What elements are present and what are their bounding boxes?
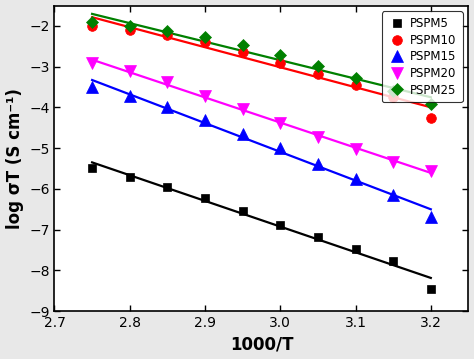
PSPM5 (428, 286, 434, 291)
PSPM5 (353, 247, 358, 251)
PSPM25 (164, 29, 170, 33)
Line: PSPM20: PSPM20 (87, 58, 437, 176)
Line: PSPM10: PSPM10 (87, 21, 436, 122)
PSPM5 (240, 209, 246, 213)
PSPM10 (164, 33, 170, 37)
Line: PSPM5: PSPM5 (88, 163, 435, 293)
PSPM15 (127, 94, 133, 98)
X-axis label: 1000/T: 1000/T (230, 335, 293, 354)
PSPM25 (202, 35, 208, 39)
PSPM10 (428, 115, 434, 120)
PSPM20 (277, 121, 283, 125)
PSPM5 (164, 185, 170, 189)
PSPM5 (127, 175, 133, 180)
PSPM25 (89, 20, 95, 24)
PSPM10 (390, 95, 396, 99)
PSPM20 (315, 135, 321, 139)
PSPM15 (353, 177, 358, 181)
PSPM10 (202, 40, 208, 45)
PSPM20 (127, 69, 133, 73)
PSPM10 (277, 61, 283, 66)
PSPM20 (164, 80, 170, 84)
Line: PSPM25: PSPM25 (88, 18, 435, 108)
Y-axis label: log σT (S cm⁻¹): log σT (S cm⁻¹) (6, 88, 24, 229)
PSPM10 (315, 72, 321, 76)
PSPM15 (89, 85, 95, 89)
PSPM10 (353, 83, 358, 87)
PSPM15 (390, 193, 396, 197)
PSPM20 (353, 147, 358, 151)
PSPM15 (164, 104, 170, 109)
PSPM15 (240, 132, 246, 136)
PSPM25 (428, 102, 434, 106)
PSPM10 (89, 24, 95, 28)
PSPM5 (89, 165, 95, 170)
Line: PSPM15: PSPM15 (87, 81, 437, 223)
PSPM10 (240, 50, 246, 55)
PSPM20 (428, 168, 434, 173)
PSPM20 (89, 61, 95, 66)
PSPM15 (428, 215, 434, 219)
PSPM20 (240, 107, 246, 112)
PSPM20 (390, 160, 396, 164)
PSPM25 (277, 53, 283, 57)
PSPM5 (390, 259, 396, 264)
PSPM15 (315, 162, 321, 166)
PSPM25 (240, 43, 246, 48)
PSPM25 (127, 24, 133, 28)
PSPM5 (277, 223, 283, 227)
Legend: PSPM5, PSPM10, PSPM15, PSPM20, PSPM25: PSPM5, PSPM10, PSPM15, PSPM20, PSPM25 (382, 11, 463, 102)
PSPM25 (353, 76, 358, 80)
PSPM5 (202, 196, 208, 200)
PSPM25 (315, 64, 321, 68)
PSPM15 (277, 146, 283, 150)
PSPM10 (127, 28, 133, 32)
PSPM5 (315, 235, 321, 239)
PSPM20 (202, 94, 208, 98)
PSPM15 (202, 118, 208, 122)
PSPM25 (390, 89, 396, 93)
